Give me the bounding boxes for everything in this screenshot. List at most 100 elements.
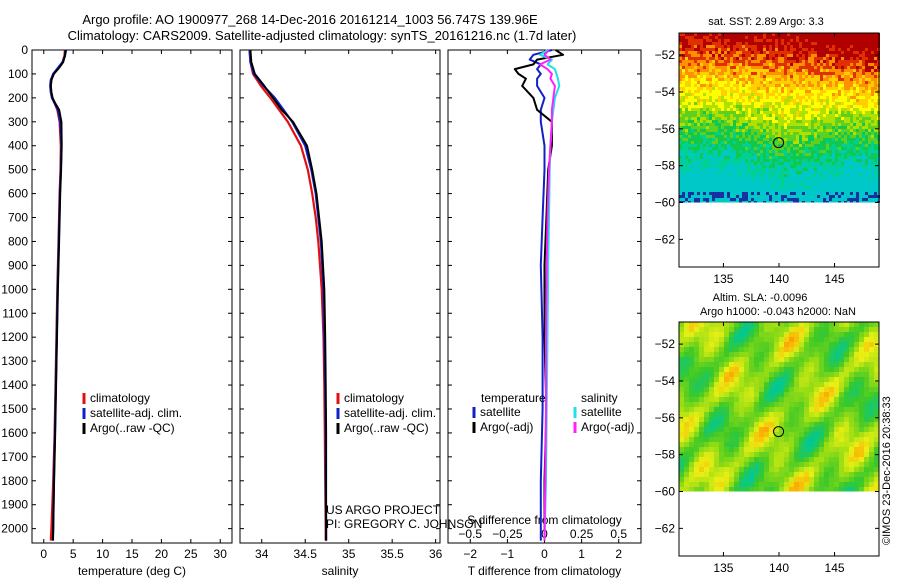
p-sla-cell xyxy=(804,322,809,327)
p-sla-cell xyxy=(814,417,819,422)
sla-map-title: Altim. SLA: -0.0096 xyxy=(713,292,808,304)
p-sla-cell xyxy=(829,377,834,382)
p-sst-cell xyxy=(715,36,718,39)
p-sla-cell xyxy=(864,427,869,432)
p-sst-cell xyxy=(754,123,757,126)
p-sst-cell xyxy=(811,129,814,132)
p-sst-cell xyxy=(757,165,760,168)
p-sla-cell xyxy=(784,427,789,432)
p-sst-cell xyxy=(862,72,865,75)
p-sla-cell xyxy=(819,362,824,367)
p-sst-cell xyxy=(721,147,724,150)
p-sst-cell xyxy=(733,180,736,183)
p-sst-cell xyxy=(724,54,727,57)
p-sst-cell xyxy=(787,180,790,183)
p-sla-cell xyxy=(779,332,784,337)
p-sst-cell xyxy=(736,171,739,174)
p-sst-cell xyxy=(841,102,844,105)
p-sst-cell xyxy=(769,75,772,78)
p-sst-cell xyxy=(754,84,757,87)
p-sst-cell xyxy=(733,96,736,99)
p-sla-cell xyxy=(804,342,809,347)
p-sst-cell xyxy=(763,42,766,45)
p-sst-cell xyxy=(697,153,700,156)
p-sst-cell xyxy=(724,105,727,108)
difference-legend-item: satellite xyxy=(480,405,521,419)
p-sst-cell xyxy=(871,54,874,57)
p-sst-cell xyxy=(874,72,877,75)
p-sst-cell xyxy=(697,51,700,54)
p-sst-cell xyxy=(748,51,751,54)
p-sst-cell xyxy=(826,39,829,42)
p-sst-cell xyxy=(835,63,838,66)
p-sst-cell xyxy=(817,129,820,132)
p-sst-cell xyxy=(808,153,811,156)
p-sla-cell xyxy=(764,332,769,337)
p-sst-cell xyxy=(781,183,784,186)
p-sst-cell xyxy=(796,69,799,72)
p-sst-cell xyxy=(721,144,724,147)
p-sst-cell xyxy=(772,195,775,198)
p-sla-cell xyxy=(789,392,794,397)
p-sst-cell xyxy=(751,162,754,165)
p-sst-cell xyxy=(853,147,856,150)
p-sla-cell xyxy=(704,427,709,432)
p-sst-cell xyxy=(814,48,817,51)
p-sst-cell xyxy=(790,117,793,120)
p-sst-cell xyxy=(697,156,700,159)
p-sst-cell xyxy=(808,135,811,138)
p-sla-cell xyxy=(834,342,839,347)
p-sst-cell xyxy=(697,120,700,123)
p-sst-cell xyxy=(844,129,847,132)
p-sst-cell xyxy=(844,114,847,117)
p-sst-cell xyxy=(850,39,853,42)
p-sst-cell xyxy=(850,54,853,57)
p-sst-cell xyxy=(847,96,850,99)
p-sst-cell xyxy=(688,96,691,99)
p-sst-cell xyxy=(748,84,751,87)
p-sst-cell xyxy=(781,57,784,60)
p-sst-cell xyxy=(835,69,838,72)
p-sst-cell xyxy=(781,96,784,99)
p-sla-cell xyxy=(719,322,724,327)
p-sst-cell xyxy=(874,105,877,108)
p-sst-cell xyxy=(865,72,868,75)
p-sla-cell xyxy=(729,397,734,402)
p-sst-cell xyxy=(844,123,847,126)
p-sst-cell xyxy=(814,165,817,168)
p-sst-cell xyxy=(772,117,775,120)
p-sst-cell xyxy=(724,66,727,69)
p-sst-cell xyxy=(691,162,694,165)
p-sst-cell xyxy=(793,123,796,126)
p-sst-cell xyxy=(814,63,817,66)
p-sst-cell xyxy=(862,87,865,90)
p-sst-cell xyxy=(811,153,814,156)
p-sst-cell xyxy=(685,180,688,183)
p-sst-cell xyxy=(700,99,703,102)
p-sst-cell xyxy=(853,189,856,192)
p-sst-cell xyxy=(823,198,826,201)
p-sst-cell xyxy=(718,177,721,180)
p-sst-cell xyxy=(709,192,712,195)
p-sst-cell xyxy=(745,186,748,189)
p-sla-cell xyxy=(744,387,749,392)
p-sst-cell xyxy=(754,195,757,198)
p-sst-cell xyxy=(769,66,772,69)
p-sla-cell xyxy=(724,362,729,367)
p-sst-cell xyxy=(793,132,796,135)
p-sst-cell xyxy=(844,48,847,51)
p-sst-cell xyxy=(835,126,838,129)
p-sst-cell xyxy=(778,54,781,57)
p-sst-cell xyxy=(844,108,847,111)
p-sst-cell xyxy=(811,60,814,63)
p-sla-cell xyxy=(829,372,834,377)
p-sst-cell xyxy=(847,114,850,117)
p-sst-cell xyxy=(685,120,688,123)
p-sst-cell xyxy=(709,102,712,105)
p-sla-cell xyxy=(844,427,849,432)
p-sst-cell xyxy=(829,114,832,117)
p-sst-cell xyxy=(838,84,841,87)
p-sla-cell xyxy=(779,362,784,367)
p-sst-cell xyxy=(745,72,748,75)
p-sst-cell xyxy=(733,147,736,150)
